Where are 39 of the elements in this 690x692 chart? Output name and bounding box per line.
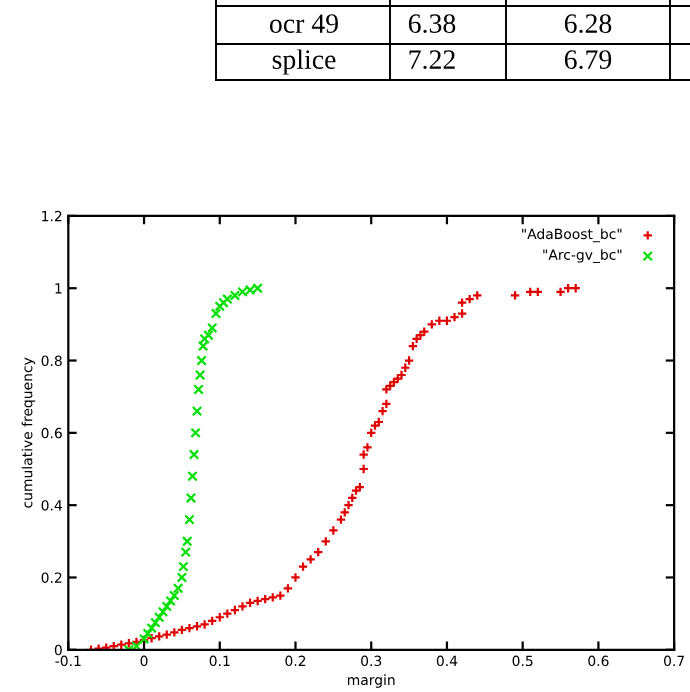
point	[157, 606, 169, 618]
point	[252, 282, 263, 294]
text: 7.22	[409, 50, 455, 70]
point	[185, 492, 197, 504]
point	[222, 293, 233, 305]
point	[203, 329, 214, 341]
point	[214, 301, 226, 312]
point	[178, 561, 189, 572]
point	[187, 470, 198, 482]
point	[197, 340, 209, 352]
point	[172, 583, 184, 594]
point	[244, 284, 256, 296]
text: 6.28	[564, 14, 612, 34]
point	[150, 617, 161, 628]
point	[229, 290, 241, 301]
point	[165, 595, 176, 607]
point	[180, 546, 191, 558]
point	[184, 514, 195, 525]
point	[146, 622, 157, 634]
text: 6.79	[564, 50, 612, 70]
point	[191, 405, 203, 417]
point	[194, 369, 206, 381]
point	[199, 333, 210, 345]
point	[196, 355, 207, 366]
point	[169, 590, 180, 601]
point	[190, 427, 201, 439]
point	[181, 536, 193, 547]
text: ocr 49	[269, 14, 338, 33]
point	[206, 322, 218, 334]
point	[153, 611, 165, 623]
point	[142, 628, 154, 639]
text: 6.38	[408, 14, 456, 34]
point	[161, 601, 173, 612]
point	[188, 449, 200, 460]
point	[210, 308, 222, 319]
point	[193, 384, 204, 395]
text: splice	[272, 49, 336, 75]
point	[237, 286, 248, 298]
point	[176, 572, 188, 583]
